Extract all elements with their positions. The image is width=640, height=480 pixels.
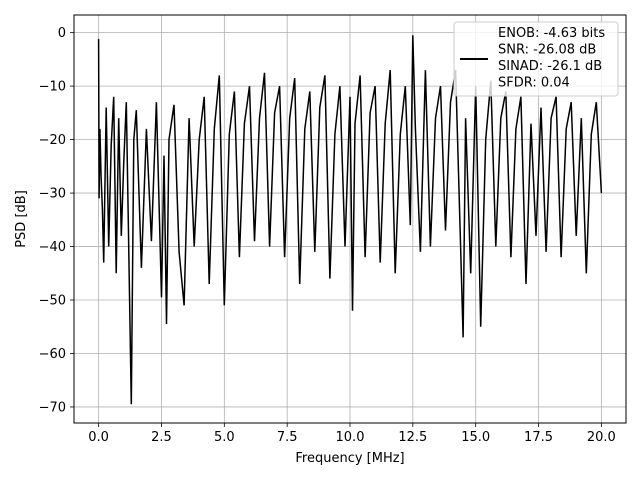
legend-sfdr: SFDR: 0.04 [498, 76, 570, 91]
x-tick-label: 10.0 [336, 430, 365, 445]
y-tick-label: −70 [39, 400, 66, 415]
axis-ticks: 0.0 2.5 5.0 7.5 10.0 12.5 15.0 17.5 20.0 0 −10 −20 −… [39, 26, 616, 445]
x-tick-label: 0.0 [88, 430, 109, 445]
legend-box [453, 21, 619, 97]
y-tick-label: −60 [39, 347, 66, 362]
legend-snr: SNR: -26.08 dB [498, 43, 596, 58]
legend: ENOB: -4.63 bits SNR: -26.08 dB SINAD: -… [453, 21, 619, 97]
y-tick-label: −10 [39, 80, 66, 95]
x-tick-label: 5.0 [214, 430, 235, 445]
y-tick-label: −20 [39, 133, 66, 148]
x-tick-label: 15.0 [461, 430, 490, 445]
x-tick-label: 7.5 [277, 430, 298, 445]
legend-enob: ENOB: -4.63 bits [498, 26, 605, 41]
x-tick-label: 2.5 [151, 430, 172, 445]
legend-sinad: SINAD: -26.1 dB [498, 59, 602, 74]
x-tick-label: 17.5 [524, 430, 553, 445]
y-tick-label: −50 [39, 294, 66, 309]
y-tick-label: −40 [39, 240, 66, 255]
x-tick-label: 20.0 [587, 430, 616, 445]
x-axis-label: Frequency [MHz] [295, 451, 404, 466]
y-axis-label: PSD [dB] [14, 190, 29, 248]
y-tick-label: −30 [39, 187, 66, 202]
y-tick-label: 0 [58, 26, 66, 41]
x-tick-label: 12.5 [398, 430, 427, 445]
